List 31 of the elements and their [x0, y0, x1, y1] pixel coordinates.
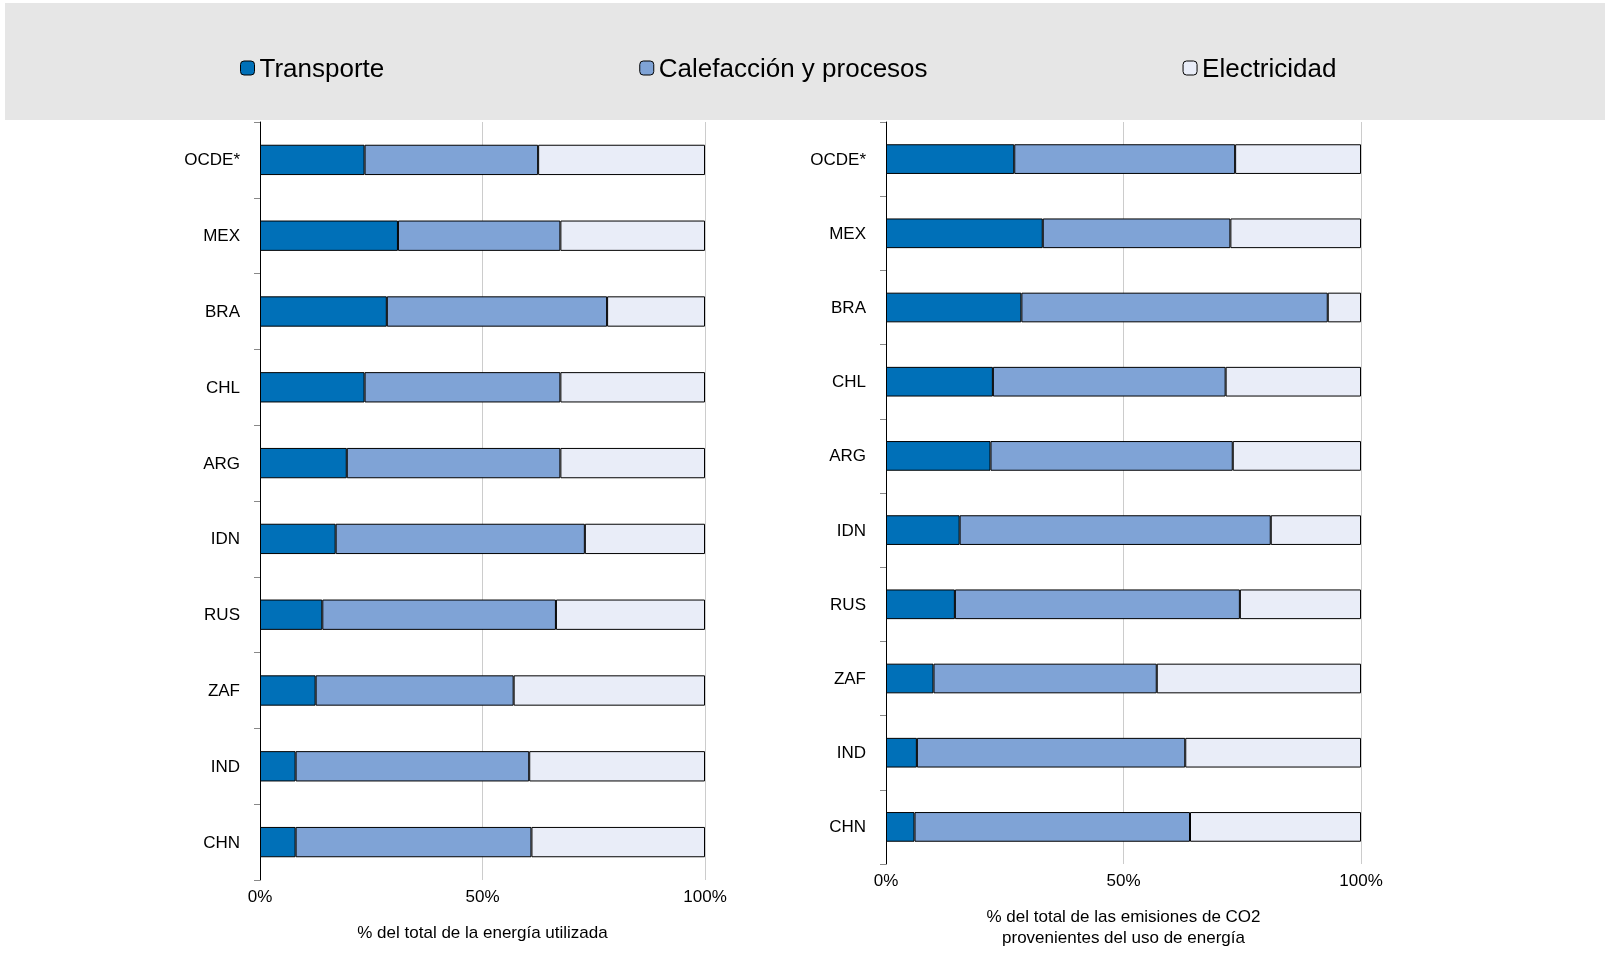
- y-tick-label: CHL: [205, 377, 240, 397]
- y-tick-label: RUS: [830, 594, 866, 614]
- y-tick-label: ZAF: [833, 669, 866, 688]
- y-tick-label: IDN: [836, 520, 866, 540]
- legend-label: Calefacción y procesos: [658, 53, 928, 83]
- legend-label: Transporte: [259, 53, 385, 83]
- y-tick-label: IDN: [210, 529, 240, 549]
- y-tick-label: OCDE*: [810, 149, 867, 169]
- legend-label: Electricidad: [1202, 53, 1337, 83]
- x-tick-label: 100%: [683, 887, 727, 906]
- x-tick-label: 100%: [1339, 871, 1383, 890]
- x-tick-label: 50%: [1106, 871, 1141, 890]
- y-tick-label: CHN: [203, 832, 240, 852]
- x-axis-title: % del total de la energía utilizada: [357, 923, 609, 942]
- y-tick-label: BRA: [205, 302, 241, 321]
- y-tick-label: ARG: [829, 446, 866, 466]
- y-tick-label: MEX: [829, 223, 866, 243]
- y-tick-label: IND: [210, 756, 240, 776]
- y-tick-label: IND: [836, 743, 866, 763]
- x-tick-label: 0%: [873, 871, 899, 890]
- x-tick-label: 50%: [465, 887, 500, 906]
- y-tick-label: OCDE*: [184, 150, 241, 170]
- x-tick-label: 0%: [247, 887, 273, 906]
- y-tick-label: ARG: [203, 453, 240, 473]
- y-tick-label: RUS: [204, 605, 240, 625]
- y-tick-label: MEX: [203, 226, 240, 246]
- y-tick-label: BRA: [831, 298, 867, 317]
- y-tick-label: ZAF: [207, 681, 240, 700]
- y-tick-label: CHL: [831, 372, 866, 392]
- y-tick-label: CHN: [829, 817, 866, 837]
- x-axis-title: % del total de las emisiones de CO2 provenientes del uso de energía: [986, 907, 1261, 947]
